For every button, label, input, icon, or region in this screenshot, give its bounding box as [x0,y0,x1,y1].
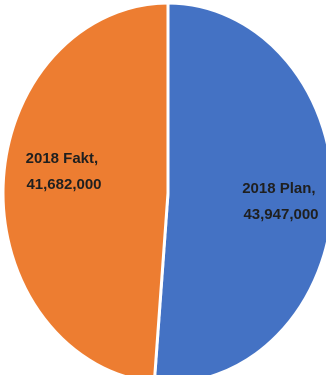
pie-slice-2018-plan [153,1,326,375]
data-label-plan-line1: 2018 Plan, [242,180,315,197]
data-label-fakt: 2018 Fakt, 41,682,000 [26,150,103,193]
data-label-fakt-line1: 2018 Fakt, [26,150,99,167]
data-label-plan: 2018 Plan, 43,947,000 [242,180,320,223]
pie-slice-2018-fakt [1,1,170,375]
data-label-fakt-value: 41,682,000 [26,176,101,193]
data-label-plan-value: 43,947,000 [243,206,318,223]
